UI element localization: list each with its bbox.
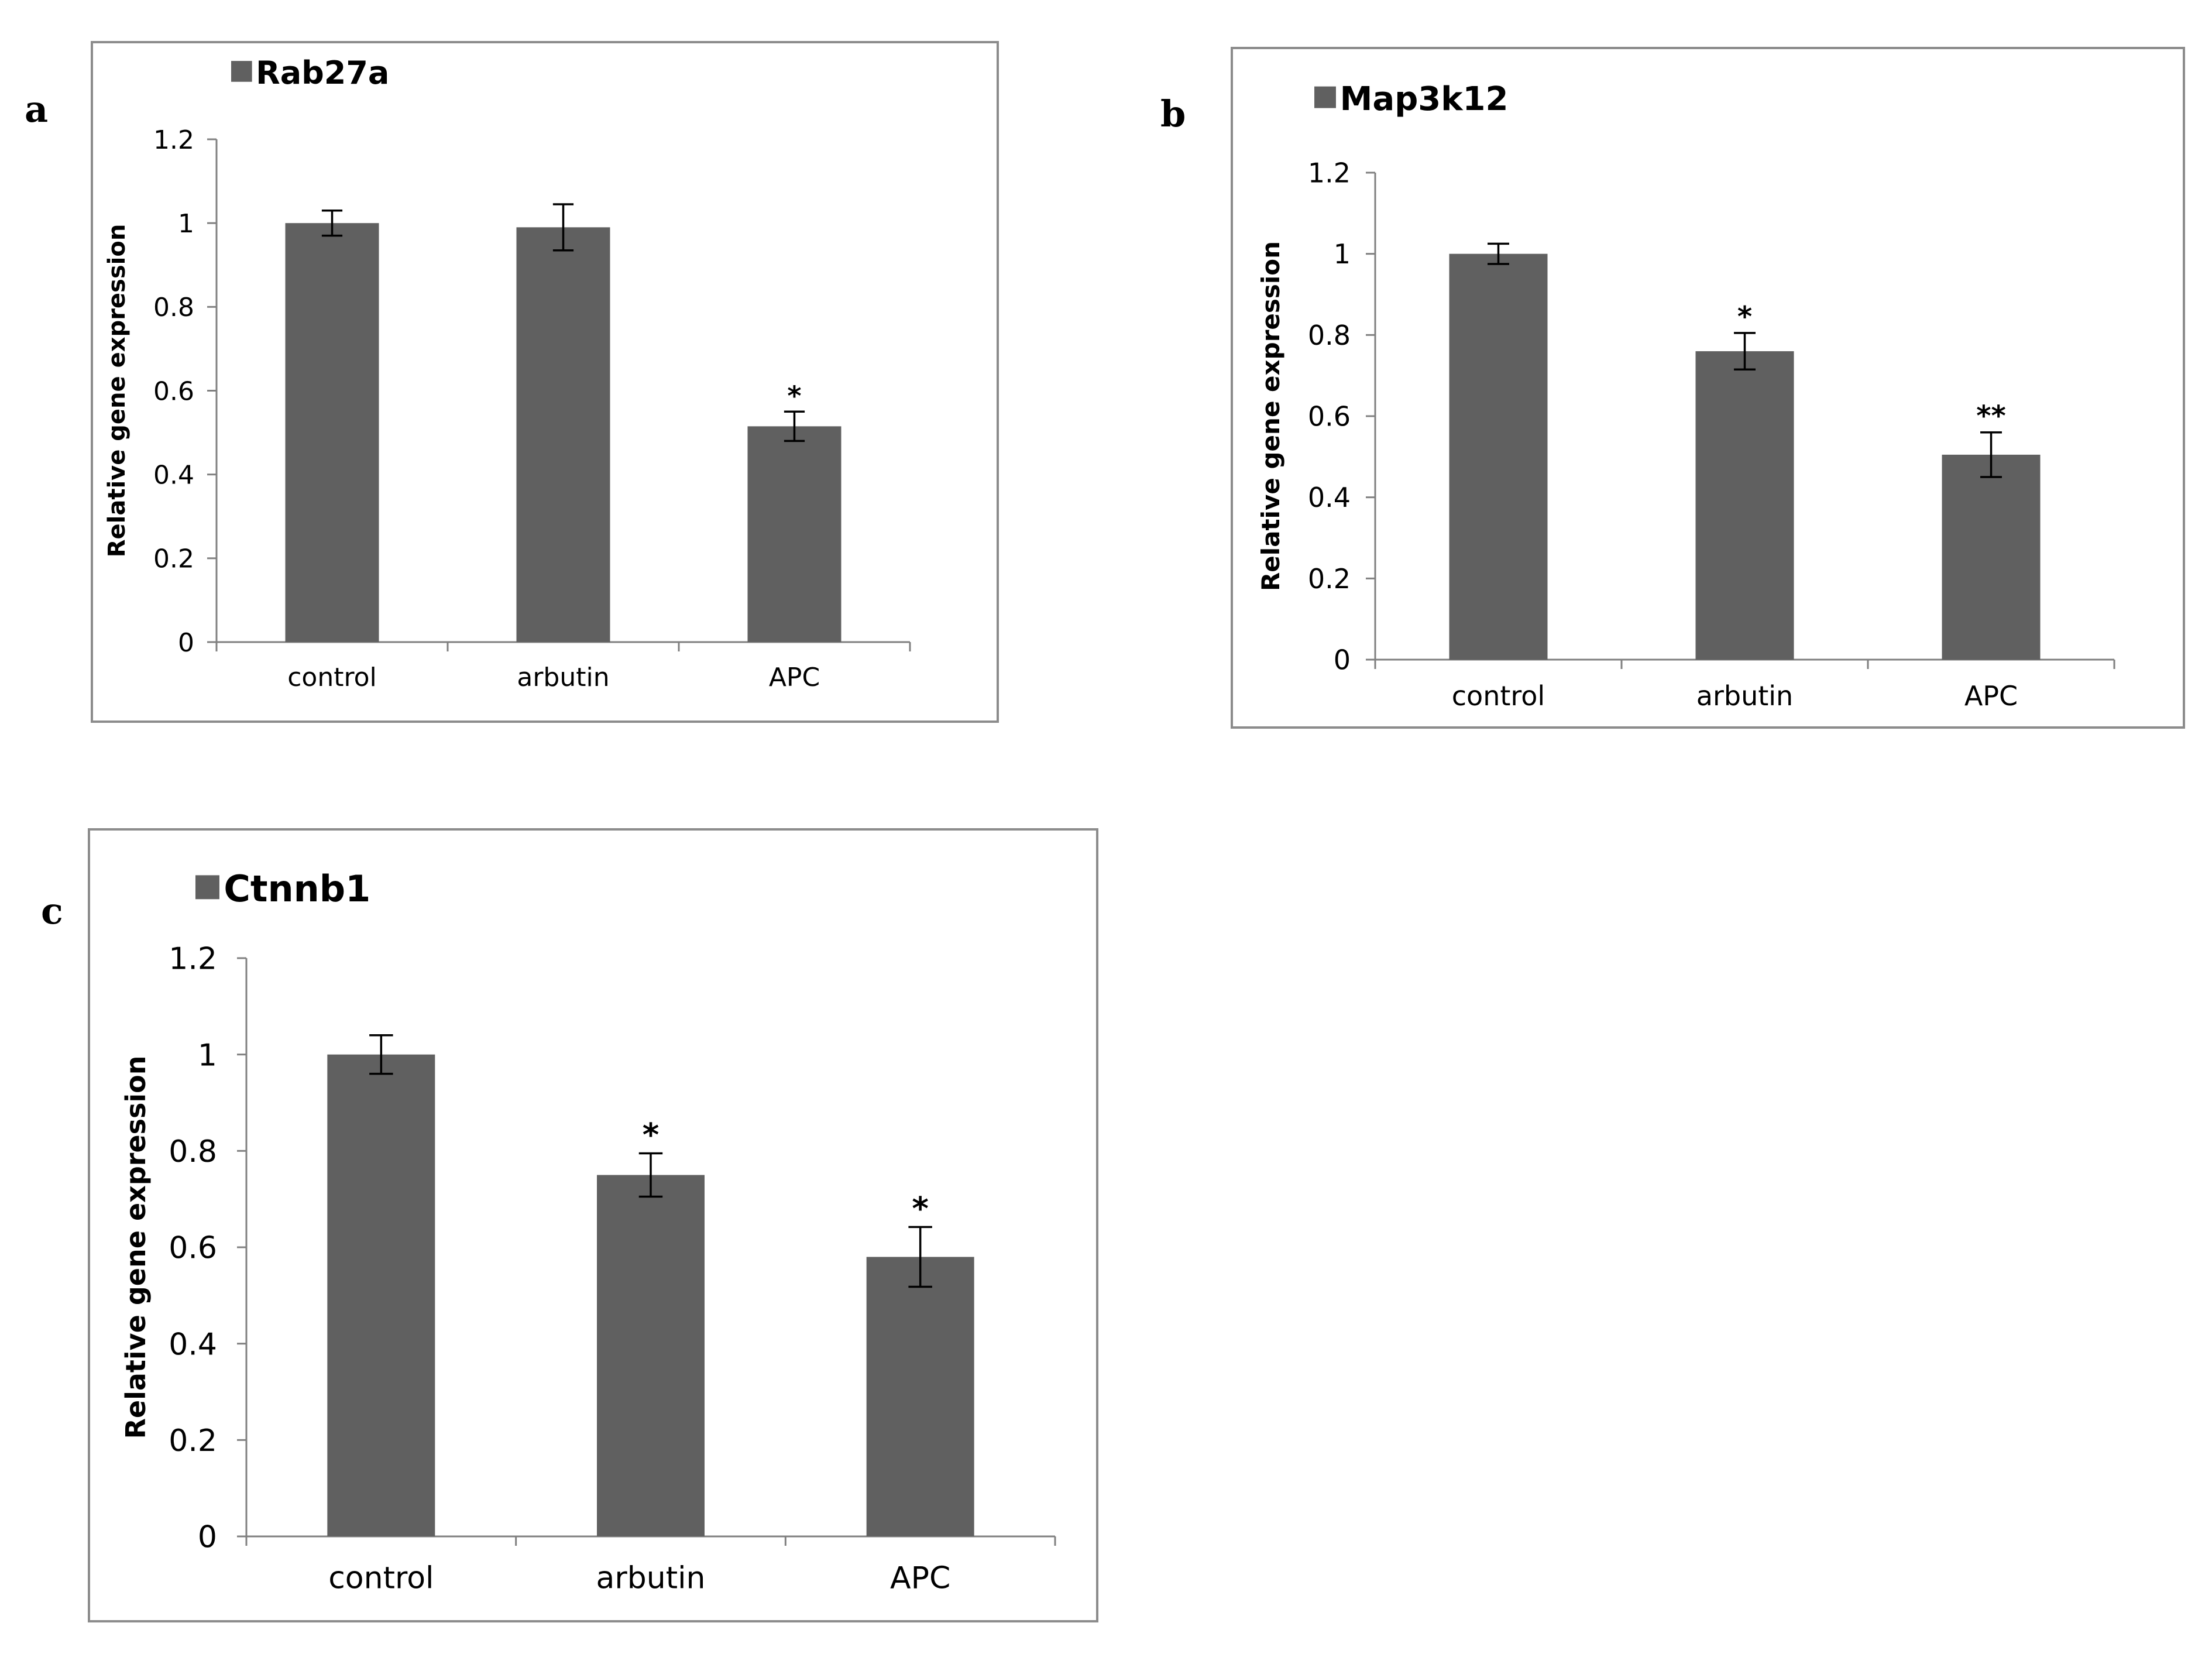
- y-tick-label: 0: [178, 628, 194, 658]
- bar-arbutin: [597, 1175, 705, 1536]
- x-tick-label: APC: [1964, 680, 2018, 712]
- x-tick-label: arbutin: [517, 663, 609, 692]
- y-axis-label: Relative gene expression: [1256, 241, 1285, 591]
- bar-apc: [747, 426, 841, 642]
- panel-label-c: c: [41, 890, 63, 932]
- bar-apc: [1942, 454, 2041, 660]
- y-tick-label: 1.2: [1308, 157, 1351, 189]
- legend-swatch: [195, 875, 219, 900]
- y-tick-label: 0.4: [153, 461, 194, 490]
- y-tick-label: 1: [198, 1038, 217, 1073]
- bar-control: [1449, 253, 1548, 660]
- x-tick-label: control: [328, 1560, 434, 1596]
- x-tick-label: arbutin: [596, 1560, 705, 1596]
- significance-marker: *: [912, 1189, 929, 1227]
- y-tick-label: 0.8: [169, 1134, 217, 1169]
- bar-control: [285, 223, 379, 643]
- bar-arbutin: [516, 227, 610, 642]
- significance-marker: *: [1737, 300, 1752, 333]
- bar-control: [327, 1054, 435, 1536]
- y-tick-label: 0.2: [169, 1423, 217, 1459]
- y-tick-label: 1.2: [153, 125, 194, 155]
- significance-marker: *: [643, 1116, 660, 1153]
- legend-label: Map3k12: [1340, 80, 1509, 118]
- x-tick-label: control: [287, 663, 377, 692]
- panel-label-b: b: [1160, 92, 1186, 135]
- chart-panel-b: Map3k12 0 0.2 0.4 0.6 0.8 1 1.2 Relative gene ex…: [1231, 47, 2185, 729]
- y-tick-label: 0.4: [169, 1327, 217, 1362]
- y-tick-label: 0.8: [153, 293, 194, 322]
- legend-swatch: [1314, 86, 1336, 108]
- y-tick-label: 0: [198, 1520, 217, 1555]
- chart-panel-c: Ctnnb1 0 0.2 0.4 0.6 0.8 1 1.2 Relative gene exp…: [88, 828, 1098, 1622]
- y-tick-label: 0.2: [153, 544, 194, 574]
- x-tick-label: APC: [890, 1560, 950, 1596]
- bar-apc: [866, 1257, 974, 1536]
- y-tick-label: 1: [1334, 238, 1351, 270]
- significance-marker: **: [1976, 400, 2006, 433]
- legend-swatch: [231, 61, 252, 82]
- y-tick-label: 0.6: [1308, 401, 1351, 433]
- y-tick-label: 0: [1334, 644, 1351, 676]
- legend-label: Rab27a: [256, 54, 389, 91]
- y-tick-label: 0.6: [169, 1231, 217, 1266]
- x-tick-label: APC: [769, 663, 820, 692]
- chart-panel-a: Rab27a 0 0.2 0.4 0.6 0.8 1 1.2 Relative gene exp…: [91, 41, 999, 723]
- y-tick-label: 1: [178, 209, 194, 239]
- y-axis-label: Relative gene expression: [104, 224, 130, 558]
- significance-marker: *: [787, 380, 801, 411]
- y-tick-label: 0.8: [1308, 320, 1351, 351]
- y-tick-label: 1.2: [169, 942, 217, 977]
- bar-arbutin: [1695, 351, 1794, 660]
- panel-label-a: a: [25, 88, 49, 131]
- y-axis-label: Relative gene expression: [120, 1055, 152, 1439]
- x-tick-label: arbutin: [1696, 680, 1793, 712]
- x-tick-label: control: [1452, 680, 1545, 712]
- y-tick-label: 0.2: [1308, 563, 1351, 595]
- legend-label: Ctnnb1: [224, 867, 370, 910]
- y-tick-label: 0.6: [153, 376, 194, 406]
- y-tick-label: 0.4: [1308, 482, 1351, 513]
